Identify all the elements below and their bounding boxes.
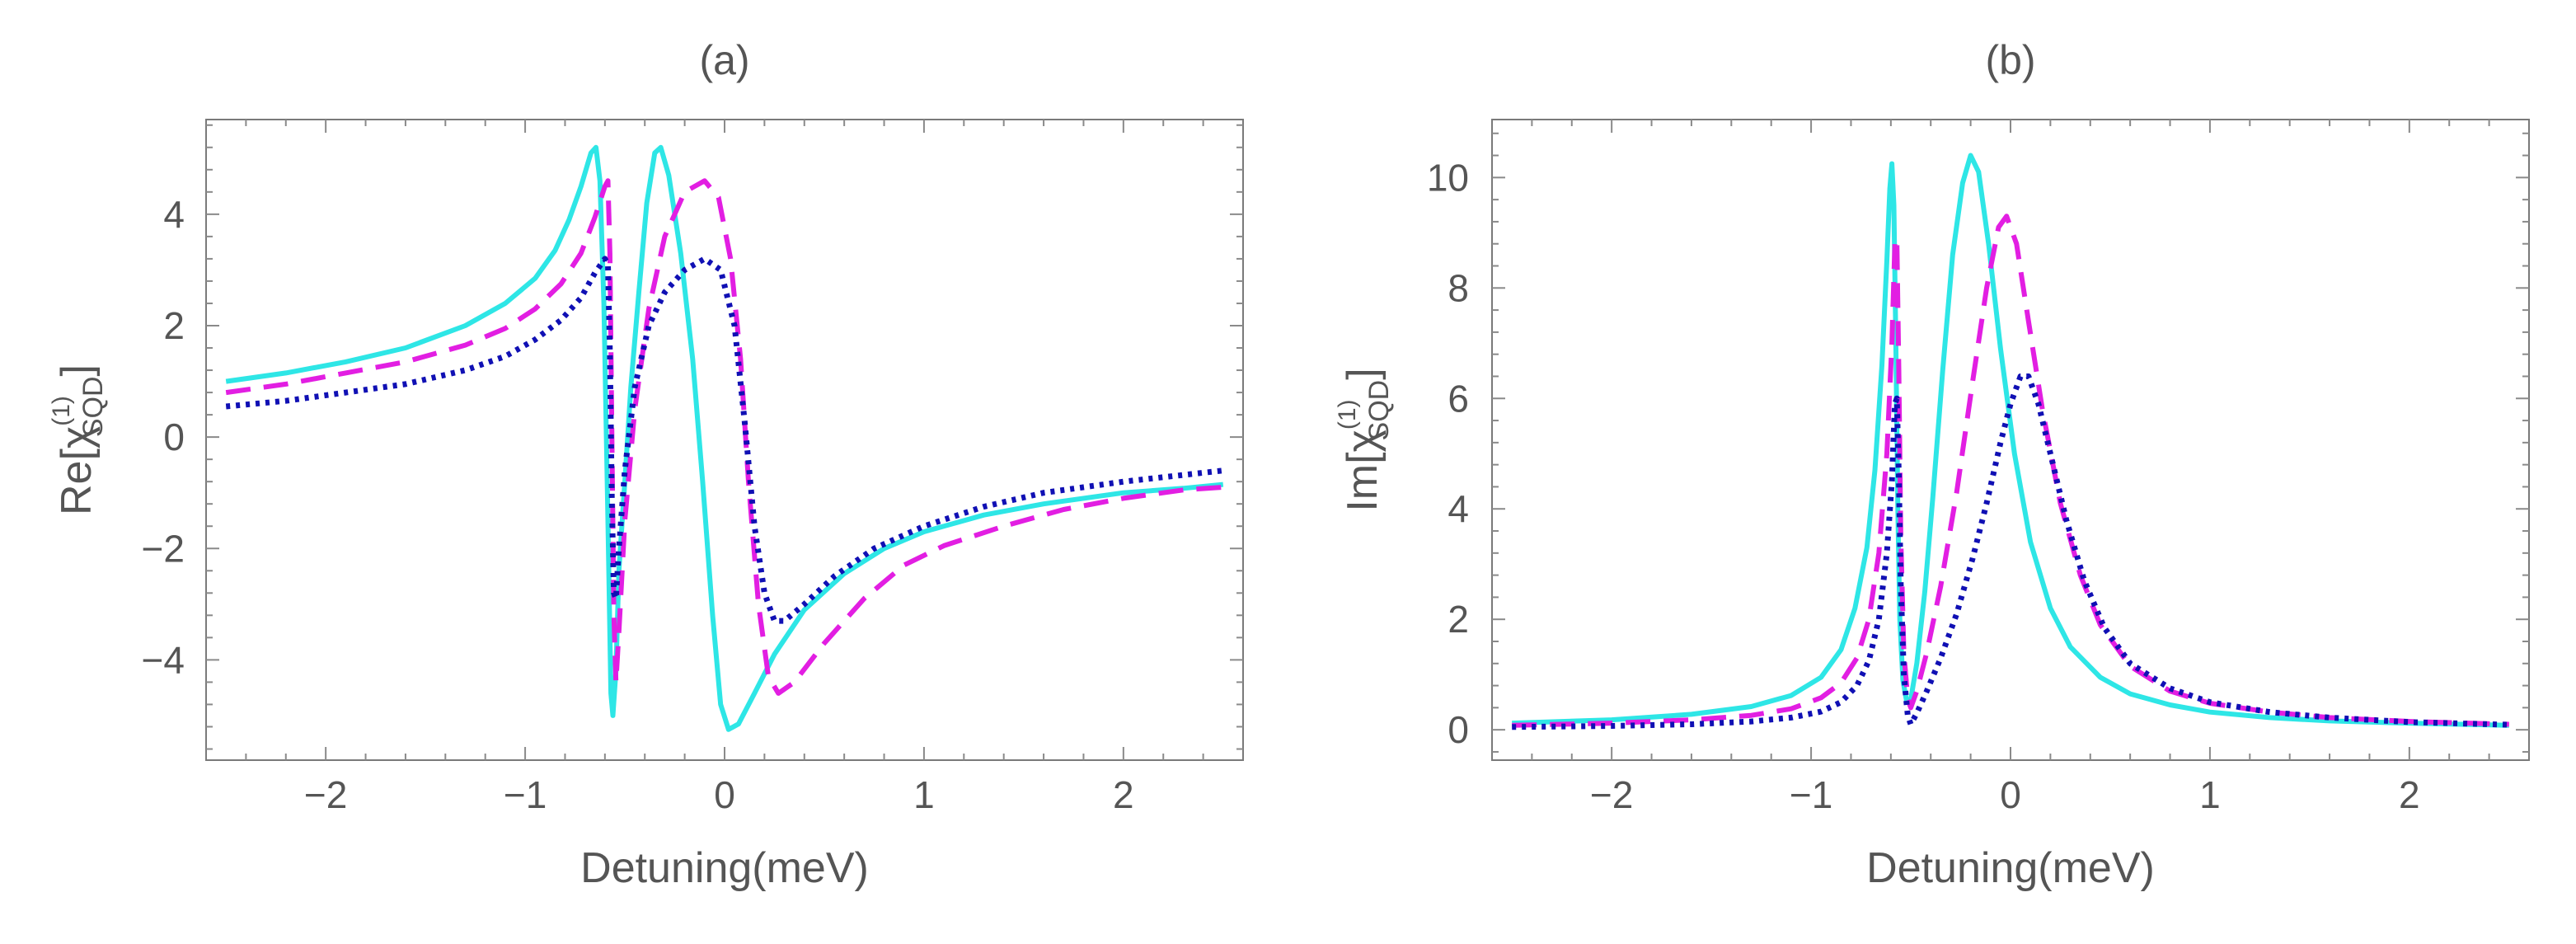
y-axis-label-subscript-a: SQD <box>77 376 109 437</box>
y-tick-label-b-1: 2 <box>1448 598 1469 641</box>
y-tick-label-a-3: 2 <box>163 304 185 347</box>
y-axis-label-superscript-a: (1) <box>48 396 75 426</box>
series-cyan-solid-b <box>1512 153 2509 728</box>
y-tick-label-a-2: 0 <box>163 416 185 458</box>
y-tick-label-b-4: 8 <box>1448 266 1469 309</box>
x-tick-label-b-1: −1 <box>1790 773 1832 816</box>
x-axis-label-a: Detuning(meV) <box>580 844 869 892</box>
x-tick-label-b-0: −2 <box>1590 773 1633 816</box>
x-tick-label-a-4: 2 <box>1113 773 1134 816</box>
y-tick-label-a-4: 4 <box>163 193 185 236</box>
chart-panel-b: −2 −1 0 1 2 0 2 4 6 8 10 (b) Detuning(meV) Im[χ(1)SQD… <box>1334 37 2530 892</box>
x-axis-label-b: Detuning(meV) <box>1866 844 2155 892</box>
x-tick-label-a-1: −1 <box>504 773 547 816</box>
series-cyan-solid-a <box>225 144 1224 732</box>
y-axis-label-b: Im[χ(1)SQD] <box>1334 368 1395 511</box>
x-tick-label-a-3: 1 <box>913 773 935 816</box>
series-blue-dotted-a <box>225 256 1224 624</box>
series-magenta-dashed-a <box>225 178 1224 696</box>
x-tick-label-b-3: 1 <box>2199 773 2221 816</box>
y-tick-label-b-0: 0 <box>1448 708 1469 751</box>
y-tick-label-a-1: −2 <box>142 527 185 570</box>
y-axis-label-superscript-b: (1) <box>1334 399 1361 430</box>
y-tick-label-b-5: 10 <box>1427 156 1469 199</box>
y-axis-label-subscript-b: SQD <box>1363 380 1395 441</box>
y-tick-label-b-3: 6 <box>1448 377 1469 420</box>
chart-panel-a: −2 −1 0 1 2 −4 −2 0 2 4 (a) Detuning(meV) Re[χ(1)SQD… <box>48 37 1244 892</box>
y-tick-label-b-2: 4 <box>1448 487 1469 530</box>
y-tick-label-a-0: −4 <box>142 638 185 681</box>
panel-title-a: (a) <box>699 37 749 83</box>
y-axis-label-a: Re[χ(1)SQD] <box>48 364 109 515</box>
x-tick-label-b-2: 0 <box>2000 773 2021 816</box>
x-tick-label-a-0: −2 <box>304 773 347 816</box>
x-tick-label-a-2: 0 <box>714 773 735 816</box>
series-magenta-dashed-b <box>1512 214 2509 728</box>
series-blue-dotted-b <box>1512 373 2509 730</box>
panel-title-b: (b) <box>1985 37 2035 83</box>
x-tick-label-b-4: 2 <box>2399 773 2420 816</box>
